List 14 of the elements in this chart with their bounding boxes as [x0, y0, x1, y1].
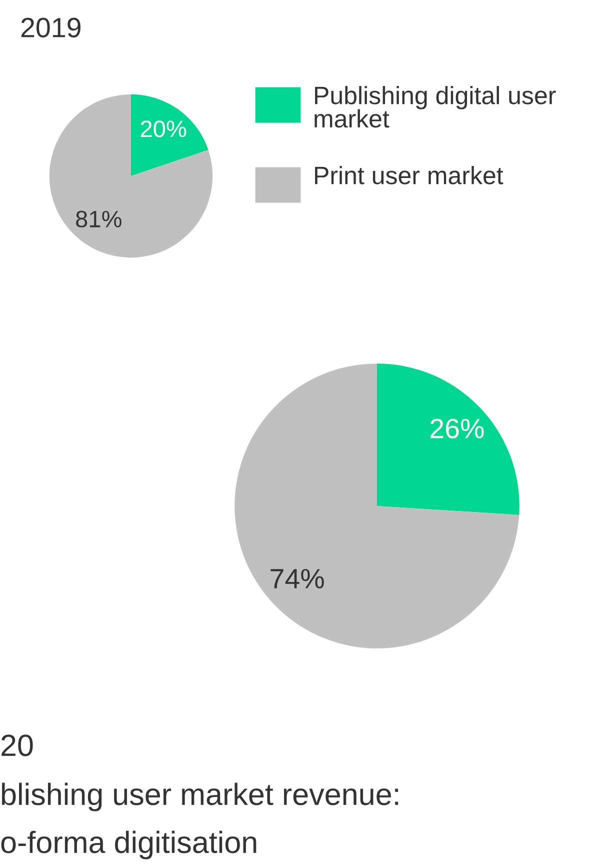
pie-slice: [131, 94, 208, 176]
text: blishing user market revenue:: [2, 782, 398, 812]
legend-label: Print user market: [315, 166, 504, 184]
legend-label: Publishing digital user market: [314, 86, 556, 128]
pie-slice: [234, 364, 520, 648]
data-label: 26%: [430, 418, 484, 438]
pie-slice: [49, 94, 213, 258]
data-label: 20%: [140, 120, 186, 138]
data-label: 74%: [270, 568, 324, 588]
chart-title: 2019: [21, 18, 80, 38]
text: 20: [2, 734, 33, 756]
data-label: 81%: [76, 210, 122, 228]
pie-slice: [377, 364, 520, 515]
text: o-forma digitisation: [1, 830, 256, 860]
